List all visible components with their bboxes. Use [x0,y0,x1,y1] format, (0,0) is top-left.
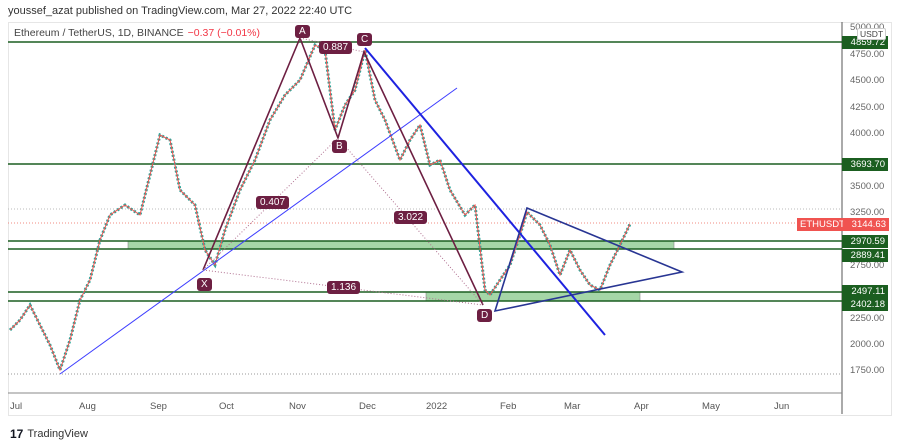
price-tick: 3500.00 [850,181,885,192]
symbol-price-tag: ETHUSDT [797,218,848,231]
point-a-label: A [295,25,310,38]
price-tick: 3250.00 [850,207,885,218]
ratio-xb-label: 0.407 [256,196,290,209]
level-label: 2970.59 [842,235,888,248]
point-b-label: B [332,140,347,153]
ratio-ac-label: 0.887 [319,41,353,54]
level-label: 3693.70 [842,158,888,171]
ratio-bd-label: 3.022 [394,211,428,224]
currency-label[interactable]: USDT [857,28,887,40]
time-tick: May [702,401,720,412]
time-tick: Mar [564,401,581,412]
last-price-label: 3144.63 [843,218,889,231]
price-tick: 4500.00 [850,75,885,86]
footer: 17 TradingView [10,427,88,441]
point-c-label: C [357,33,373,46]
price-change: −0.37 (−0.01%) [187,27,261,39]
symbol-name: Ethereum / TetherUS, 1D, BINANCE [14,27,184,39]
symbol-legend: Ethereum / TetherUS, 1D, BINANCE −0.37 (−… [14,27,260,39]
point-x-label: X [197,278,212,291]
publisher-line: youssef_azat published on TradingView.co… [8,5,353,17]
price-tick: 1750.00 [850,365,885,376]
brand-name: TradingView [27,428,88,440]
price-tick: 5000.00 [850,22,884,33]
level-label: 2497.11 [842,285,888,298]
time-tick: Sep [150,401,167,412]
price-tick: 4000.00 [850,128,885,139]
ratio-xd-label: 1.136 [327,281,361,294]
tradingview-logo-icon: 17 [10,427,24,441]
time-tick: Dec [359,401,376,412]
time-tick: Jun [774,401,790,412]
level-label: 2889.41 [842,249,888,262]
time-tick: Nov [289,401,306,412]
time-tick: 2022 [426,401,448,412]
chart-frame [8,22,892,416]
time-tick: Jul [10,401,23,412]
price-tick: 2250.00 [850,313,885,324]
time-tick: Apr [634,401,649,412]
point-d-label: D [477,309,493,322]
price-tick: 2000.00 [850,339,885,350]
price-tick: 4250.00 [850,102,885,113]
time-tick: Oct [219,401,234,412]
price-tick: 4750.00 [850,49,885,60]
candles [8,42,632,375]
time-tick: Aug [79,401,96,412]
price-tick: 2750.00 [850,260,885,271]
time-tick: Feb [500,401,517,412]
level-label: 2402.18 [842,298,888,311]
